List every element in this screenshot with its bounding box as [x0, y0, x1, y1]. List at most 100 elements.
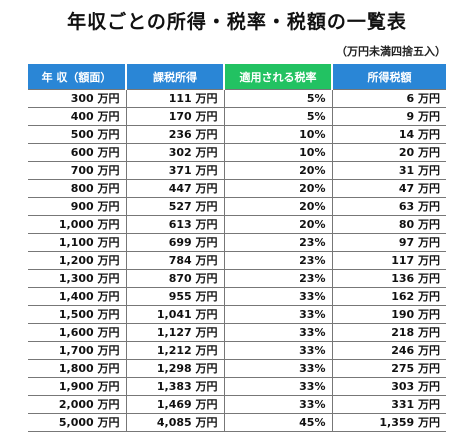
annual-income-cell: 300 万円 [28, 89, 127, 108]
tax-rate-cell: 20% [224, 197, 333, 216]
table-row: 1,100 万円 699 万円 23% 97 万円 [28, 233, 446, 252]
annual-income-cell: 500 万円 [28, 125, 127, 144]
annual-income-cell: 800 万円 [28, 179, 127, 198]
tax-rate-cell: 23% [224, 233, 333, 252]
tax-rate-cell: 10% [224, 125, 333, 144]
annual-income-cell: 900 万円 [28, 197, 127, 216]
tax-rate-cell: 33% [224, 323, 333, 342]
annual-income-cell: 5,000 万円 [28, 413, 127, 432]
income-tax-cell: 190 万円 [332, 305, 446, 324]
annual-income-cell: 1,200 万円 [28, 251, 127, 270]
table-row: 500 万円 236 万円 10% 14 万円 [28, 125, 446, 144]
header-taxable-income: 課税所得 [126, 64, 225, 90]
annual-income-cell: 2,000 万円 [28, 395, 127, 414]
table-row: 1,200 万円 784 万円 23% 117 万円 [28, 251, 446, 270]
income-tax-cell: 1,359 万円 [332, 413, 446, 432]
table-row: 1,300 万円 870 万円 23% 136 万円 [28, 269, 446, 288]
taxable-income-cell: 4,085 万円 [126, 413, 225, 432]
income-tax-cell: 162 万円 [332, 287, 446, 306]
tax-rate-cell: 33% [224, 287, 333, 306]
annual-income-cell: 1,500 万円 [28, 305, 127, 324]
tax-rate-cell: 33% [224, 395, 333, 414]
taxable-income-cell: 371 万円 [126, 161, 225, 180]
income-tax-cell: 275 万円 [332, 359, 446, 378]
table-row: 1,400 万円 955 万円 33% 162 万円 [28, 287, 446, 306]
tax-rate-cell: 20% [224, 215, 333, 234]
income-tax-cell: 6 万円 [332, 89, 446, 108]
tax-rate-cell: 23% [224, 269, 333, 288]
taxable-income-cell: 1,041 万円 [126, 305, 225, 324]
annual-income-cell: 1,600 万円 [28, 323, 127, 342]
table-row: 5,000 万円 4,085 万円 45% 1,359 万円 [28, 413, 446, 432]
annual-income-cell: 600 万円 [28, 143, 127, 162]
annual-income-cell: 1,900 万円 [28, 377, 127, 396]
income-tax-cell: 63 万円 [332, 197, 446, 216]
income-tax-cell: 47 万円 [332, 179, 446, 198]
table-row: 1,900 万円 1,383 万円 33% 303 万円 [28, 377, 446, 396]
table-row: 300 万円 111 万円 5% 6 万円 [28, 89, 446, 108]
taxable-income-cell: 302 万円 [126, 143, 225, 162]
header-annual-income: 年 収（額面） [28, 64, 127, 90]
taxable-income-cell: 955 万円 [126, 287, 225, 306]
rounding-note: （万円未満四捨五入） [336, 45, 446, 58]
tax-rate-cell: 33% [224, 341, 333, 360]
table-row: 1,800 万円 1,298 万円 33% 275 万円 [28, 359, 446, 378]
taxable-income-cell: 613 万円 [126, 215, 225, 234]
annual-income-cell: 1,700 万円 [28, 341, 127, 360]
income-tax-cell: 97 万円 [332, 233, 446, 252]
table-body: 300 万円 111 万円 5% 6 万円 400 万円 170 万円 5% 9 万円 500 … [28, 89, 446, 432]
table-row: 800 万円 447 万円 20% 47 万円 [28, 179, 446, 198]
income-tax-cell: 246 万円 [332, 341, 446, 360]
table-row: 600 万円 302 万円 10% 20 万円 [28, 143, 446, 162]
annual-income-cell: 1,100 万円 [28, 233, 127, 252]
tax-rate-cell: 10% [224, 143, 333, 162]
income-tax-cell: 136 万円 [332, 269, 446, 288]
annual-income-cell: 400 万円 [28, 107, 127, 126]
tax-table: 年 収（額面） 課税所得 適用される税率 所得税額 300 万円 111 万円 5%… [28, 64, 446, 432]
income-tax-cell: 117 万円 [332, 251, 446, 270]
annual-income-cell: 1,300 万円 [28, 269, 127, 288]
taxable-income-cell: 447 万円 [126, 179, 225, 198]
income-tax-cell: 331 万円 [332, 395, 446, 414]
income-tax-cell: 80 万円 [332, 215, 446, 234]
income-tax-cell: 9 万円 [332, 107, 446, 126]
tax-rate-cell: 45% [224, 413, 333, 432]
taxable-income-cell: 111 万円 [126, 89, 225, 108]
table-row: 2,000 万円 1,469 万円 33% 331 万円 [28, 395, 446, 414]
header-tax-rate: 適用される税率 [224, 64, 333, 90]
tax-rate-cell: 33% [224, 305, 333, 324]
table-row: 1,600 万円 1,127 万円 33% 218 万円 [28, 323, 446, 342]
taxable-income-cell: 699 万円 [126, 233, 225, 252]
taxable-income-cell: 1,298 万円 [126, 359, 225, 378]
table-row: 1,000 万円 613 万円 20% 80 万円 [28, 215, 446, 234]
table-row: 700 万円 371 万円 20% 31 万円 [28, 161, 446, 180]
header-income-tax: 所得税額 [332, 64, 446, 90]
tax-rate-cell: 5% [224, 107, 333, 126]
income-tax-cell: 20 万円 [332, 143, 446, 162]
income-tax-cell: 303 万円 [332, 377, 446, 396]
tax-rate-cell: 5% [224, 89, 333, 108]
taxable-income-cell: 870 万円 [126, 269, 225, 288]
annual-income-cell: 1,000 万円 [28, 215, 127, 234]
tax-rate-cell: 33% [224, 359, 333, 378]
tax-rate-cell: 20% [224, 161, 333, 180]
annual-income-cell: 1,400 万円 [28, 287, 127, 306]
income-tax-cell: 218 万円 [332, 323, 446, 342]
taxable-income-cell: 236 万円 [126, 125, 225, 144]
taxable-income-cell: 784 万円 [126, 251, 225, 270]
table-row: 1,500 万円 1,041 万円 33% 190 万円 [28, 305, 446, 324]
annual-income-cell: 1,800 万円 [28, 359, 127, 378]
tax-rate-cell: 20% [224, 179, 333, 198]
table-row: 400 万円 170 万円 5% 9 万円 [28, 107, 446, 126]
table-row: 900 万円 527 万円 20% 63 万円 [28, 197, 446, 216]
income-tax-cell: 31 万円 [332, 161, 446, 180]
taxable-income-cell: 527 万円 [126, 197, 225, 216]
page-title: 年収ごとの所得・税率・税額の一覧表 [67, 11, 407, 33]
taxable-income-cell: 1,469 万円 [126, 395, 225, 414]
annual-income-cell: 700 万円 [28, 161, 127, 180]
table-row: 1,700 万円 1,212 万円 33% 246 万円 [28, 341, 446, 360]
tax-rate-cell: 23% [224, 251, 333, 270]
taxable-income-cell: 1,212 万円 [126, 341, 225, 360]
tax-rate-cell: 33% [224, 377, 333, 396]
taxable-income-cell: 170 万円 [126, 107, 225, 126]
